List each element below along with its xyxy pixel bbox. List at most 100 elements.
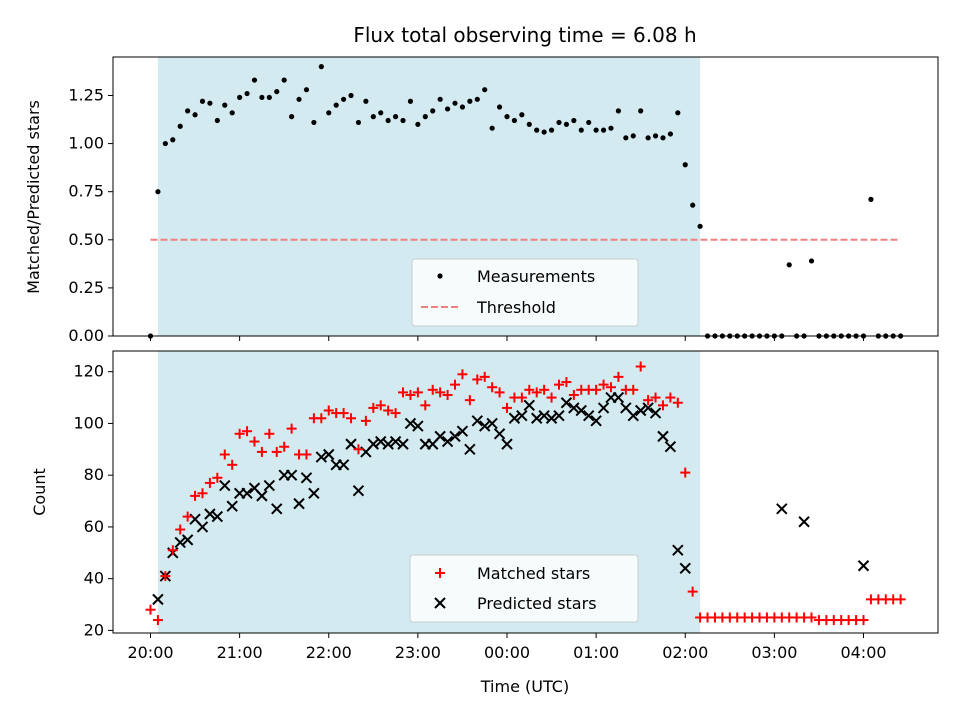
predicted-stars-point — [508, 412, 521, 424]
predicted-stars-point — [516, 409, 528, 422]
measurement-point — [430, 108, 436, 114]
matched-stars-point — [464, 395, 475, 406]
matched-stars-point — [561, 377, 572, 388]
matched-stars-point — [167, 545, 178, 556]
measurement-point — [162, 140, 168, 147]
matched-stars-point — [286, 423, 297, 434]
top-y-tick-label: 0.25 — [68, 278, 104, 297]
matched-stars-point — [212, 472, 223, 483]
measurement-point — [192, 112, 198, 118]
bottom-y-tick-label: 80 — [84, 465, 104, 484]
legend-measurements-marker — [437, 273, 443, 279]
predicted-stars-point — [389, 435, 402, 448]
measurement-point — [482, 87, 488, 93]
measurement-point — [378, 110, 384, 116]
predicted-stars-point — [575, 404, 587, 417]
matched-stars-point — [427, 384, 438, 395]
measurement-point — [207, 100, 213, 106]
predicted-stars-point — [308, 487, 320, 500]
measurement-point — [608, 125, 614, 131]
measurement-point — [600, 127, 607, 133]
predicted-stars-point — [560, 397, 573, 409]
measurement-point — [697, 223, 703, 229]
measurement-point — [370, 114, 376, 120]
measurement-point — [630, 133, 636, 139]
measurement-point — [556, 119, 562, 126]
predicted-stars-point — [211, 510, 224, 523]
predicted-stars-point — [501, 438, 513, 450]
predicted-stars-point — [226, 500, 238, 512]
measurement-point — [526, 121, 532, 127]
measurement-point — [237, 94, 243, 101]
measurement-point — [281, 77, 287, 83]
matched-stars-point — [390, 408, 401, 419]
measurement-point — [170, 137, 176, 143]
matched-stars-point — [197, 488, 208, 499]
legend-matched-label: Matched stars — [477, 564, 590, 583]
measurement-point — [363, 98, 369, 104]
matched-stars-point — [301, 449, 312, 460]
measurement-point — [504, 114, 510, 120]
predicted-stars-point — [367, 438, 380, 450]
measurement-point — [667, 131, 673, 137]
legend-predicted-marker — [434, 597, 446, 609]
measurement-point — [244, 90, 250, 97]
measurement-point — [259, 94, 265, 101]
top-y-tick-label: 1.00 — [68, 134, 104, 153]
predicted-stars-point — [523, 399, 535, 412]
top-y-tick-label: 1.25 — [68, 85, 104, 104]
top-legend: Measurements Threshold — [411, 258, 639, 327]
matched-stars-point — [249, 436, 260, 447]
matched-stars-point — [279, 441, 290, 452]
measurement-point — [251, 77, 258, 83]
measurement-point — [623, 135, 629, 141]
measurement-point — [422, 114, 428, 120]
predicted-stars-point — [493, 428, 506, 440]
matched-stars-point — [182, 511, 193, 522]
bottom-y-axis-label: Count — [30, 468, 49, 516]
measurement-point — [407, 98, 414, 104]
matched-stars-point — [687, 586, 698, 597]
top-y-tick-label: 0.75 — [68, 182, 104, 201]
matched-stars-point — [457, 369, 468, 380]
matched-stars-point — [524, 384, 535, 395]
predicted-stars-point — [545, 412, 558, 424]
measurement-point — [690, 202, 696, 208]
bottom-x-tick-label: 01:00 — [573, 643, 619, 662]
legend-matched-marker — [435, 568, 445, 578]
bottom-x-tick-label: 04:00 — [840, 643, 886, 662]
matched-stars-point — [152, 615, 163, 626]
top-y-axis-label: Matched/Predicted stars — [24, 100, 43, 294]
measurement-point — [444, 106, 451, 112]
predicted-stars-point — [612, 391, 625, 404]
matched-stars-point — [256, 446, 267, 457]
bottom-x-tick-label: 03:00 — [751, 643, 797, 662]
measurement-point — [548, 127, 555, 133]
top-chart-title: Flux total observing time = 6.08 h — [353, 23, 696, 47]
measurement-point — [222, 102, 228, 108]
matched-stars-point — [204, 477, 215, 488]
matched-stars-point — [546, 392, 557, 403]
bottom-x-tick-label: 00:00 — [484, 643, 530, 662]
bottom-legend-box — [409, 554, 639, 623]
measurement-point — [682, 162, 688, 168]
top-panel: Flux total observing time = 6.08 h 0.00 0… — [24, 23, 939, 345]
predicted-stars-point — [323, 448, 335, 461]
predicted-stars-point — [456, 425, 469, 437]
bottom-y-tick-label: 60 — [84, 517, 104, 536]
top-plot-frame — [112, 56, 939, 337]
legend-measurements-label: Measurements — [477, 267, 595, 286]
bottom-y-tick-label: 120 — [73, 362, 104, 381]
predicted-stars-point — [634, 404, 647, 417]
bottom-plot-frame — [112, 350, 939, 634]
predicted-stars-point — [285, 469, 298, 481]
predicted-stars-point — [300, 472, 313, 484]
bottom-x-tick-label: 23:00 — [395, 643, 441, 662]
matched-stars-point — [806, 612, 817, 623]
matched-stars-point — [271, 446, 282, 457]
matched-stars-point — [227, 459, 238, 470]
predicted-stars-point — [568, 402, 580, 414]
predicted-stars-point — [152, 593, 164, 606]
measurement-point — [519, 112, 525, 118]
bottom-x-tick-label: 21:00 — [217, 643, 263, 662]
